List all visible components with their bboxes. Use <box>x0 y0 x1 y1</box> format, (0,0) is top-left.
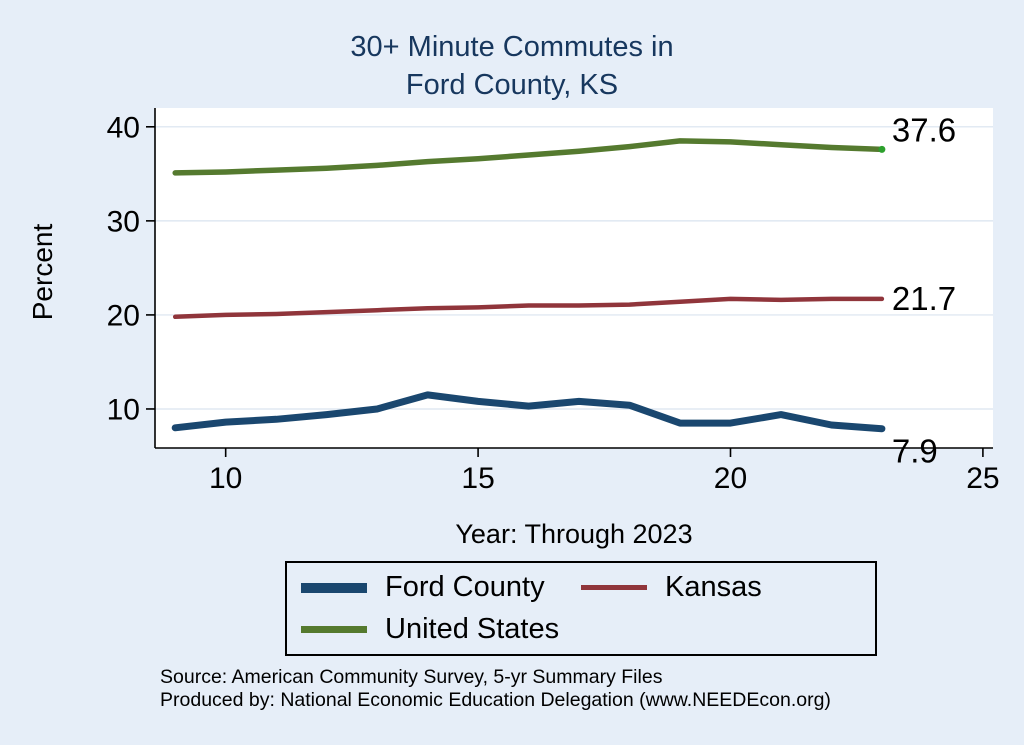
series-line-ford-county <box>171 391 886 433</box>
producer-line: Produced by: National Economic Education… <box>160 689 831 711</box>
y-tick-label: 30 <box>107 205 140 238</box>
x-tick-label: 25 <box>966 462 999 495</box>
x-tick-label: 10 <box>209 462 242 495</box>
chart-title-line2: Ford County, KS <box>405 69 619 101</box>
series-end-label-kansas: 21.7 <box>892 280 956 317</box>
y-tick-label: 10 <box>107 393 140 426</box>
legend-swatch-ford-county <box>301 582 367 593</box>
x-axis-label: Year: Through 2023 <box>455 519 693 549</box>
series-line-kansas <box>172 296 885 320</box>
legend-items: Ford County Kansas United States <box>287 563 875 654</box>
legend-label-kansas: Kansas <box>665 571 762 604</box>
x-tick-label: 20 <box>714 462 747 495</box>
y-tick-label: 20 <box>107 299 140 332</box>
legend-item-ford-county: Ford County <box>301 571 581 604</box>
series-end-marker-united-states <box>878 145 886 153</box>
series-line-united-states <box>172 138 885 176</box>
source-note: Source: American Community Survey, 5-yr … <box>160 666 831 712</box>
y-tick-label: 40 <box>107 111 140 144</box>
legend-label-united-states: United States <box>385 612 560 645</box>
series-end-label-ford-county: 7.9 <box>892 433 938 470</box>
chart-title-line1: 30+ Minute Commutes in <box>350 31 674 63</box>
line-plot: 10 20 30 40 10 15 20 25 7.9 21.7 37.6 <box>107 108 1000 495</box>
legend-item-kansas: Kansas <box>581 571 861 604</box>
legend: Ford County Kansas United States <box>285 561 877 656</box>
legend-label-ford-county: Ford County <box>385 571 545 604</box>
plot-area <box>155 108 993 448</box>
x-tick-label: 15 <box>461 462 494 495</box>
legend-swatch-kansas <box>581 585 647 591</box>
series-end-label-united-states: 37.6 <box>892 111 956 148</box>
source-line: Source: American Community Survey, 5-yr … <box>160 666 663 688</box>
chart-title: 30+ Minute Commutes in Ford County, KS <box>0 28 1024 104</box>
legend-swatch-united-states <box>301 625 367 633</box>
legend-item-united-states: United States <box>301 613 581 646</box>
y-axis-label: Percent <box>27 223 58 321</box>
